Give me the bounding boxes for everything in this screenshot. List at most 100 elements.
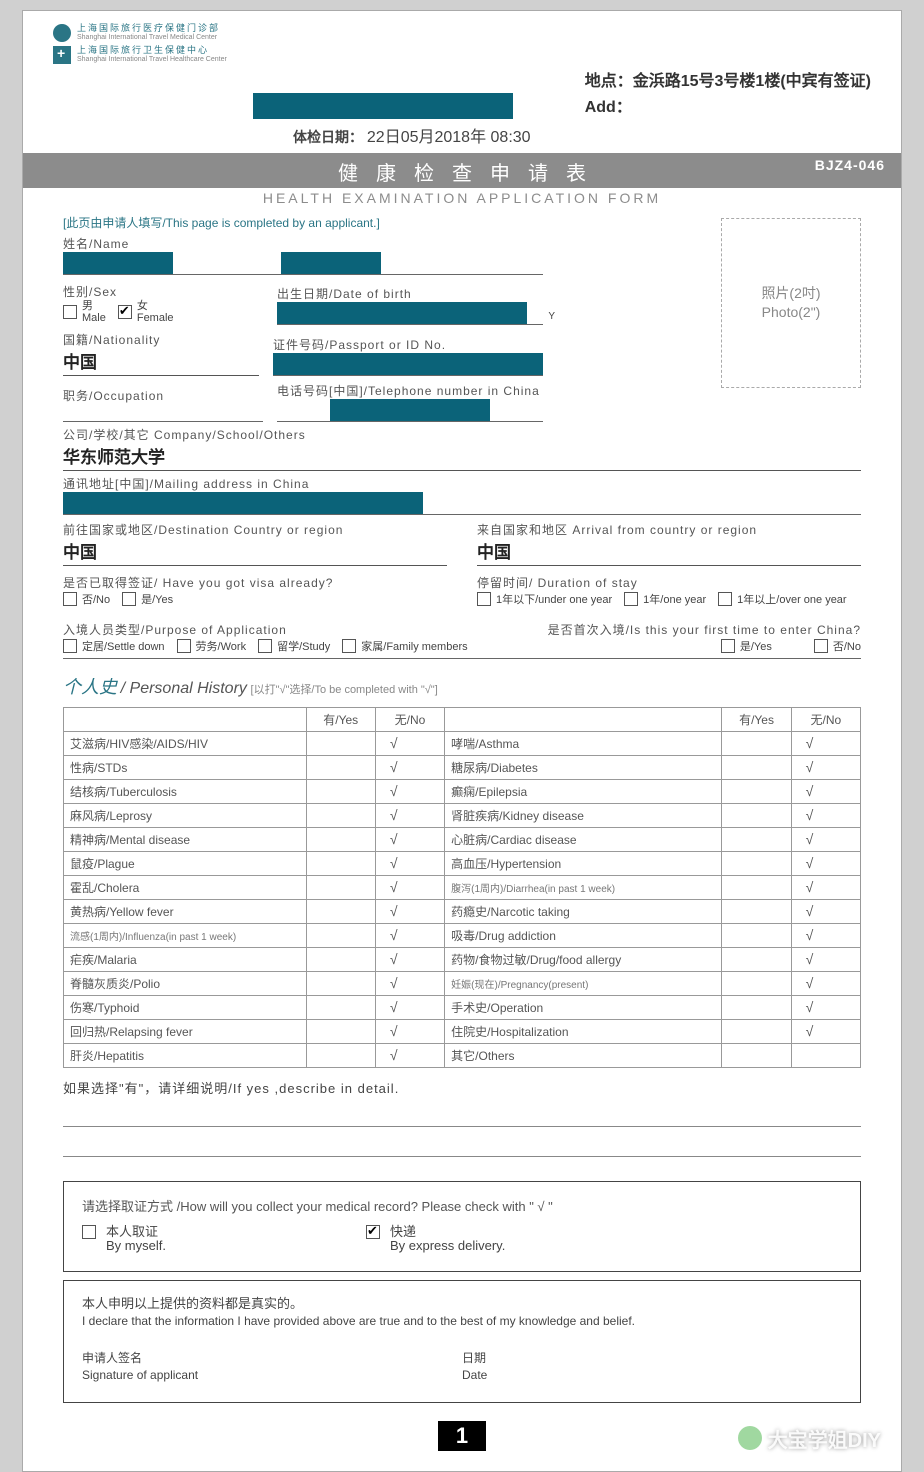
logo2-en: Shanghai International Travel Healthcare…	[77, 56, 227, 64]
dest-label: 前往国家或地区/Destination Country or region	[63, 521, 447, 538]
history-yes-left[interactable]	[306, 851, 375, 875]
history-row: 霍乱/Cholera√腹泻(1周内)/Diarrhea(in past 1 we…	[64, 875, 861, 899]
history-no-left[interactable]: √	[375, 731, 444, 755]
history-yes-right[interactable]	[722, 947, 791, 971]
dur3-checkbox[interactable]	[718, 592, 732, 606]
history-no-right[interactable]: √	[791, 923, 860, 947]
dob-field: Y	[277, 302, 543, 325]
history-yes-right[interactable]	[722, 923, 791, 947]
history-yes-left[interactable]	[306, 755, 375, 779]
history-row: 伤寒/Typhoid√手术史/Operation√	[64, 995, 861, 1019]
logo-block: 上海国际旅行医疗保健门诊部 Shanghai International Tra…	[23, 11, 901, 64]
history-no-left[interactable]: √	[375, 851, 444, 875]
history-no-left[interactable]: √	[375, 947, 444, 971]
history-no-right[interactable]: √	[791, 779, 860, 803]
history-yes-left[interactable]	[306, 1043, 375, 1067]
history-yes-left[interactable]	[306, 971, 375, 995]
add-label: Add：	[585, 93, 871, 117]
history-yes-left[interactable]	[306, 827, 375, 851]
history-yes-right[interactable]	[722, 851, 791, 875]
history-yes-right[interactable]	[722, 731, 791, 755]
history-item-right: 哮喘/Asthma	[445, 731, 722, 755]
history-no-left[interactable]: √	[375, 995, 444, 1019]
ft-no-checkbox[interactable]	[814, 639, 828, 653]
collect-self-checkbox[interactable]	[82, 1225, 96, 1239]
history-no-right[interactable]: √	[791, 995, 860, 1019]
history-yes-left[interactable]	[306, 899, 375, 923]
history-item-left: 回归热/Relapsing fever	[64, 1019, 307, 1043]
history-no-left[interactable]: √	[375, 755, 444, 779]
history-yes-right[interactable]	[722, 1019, 791, 1043]
p2-checkbox[interactable]	[177, 639, 191, 653]
history-yes-right[interactable]	[722, 995, 791, 1019]
collect-express-checkbox[interactable]	[366, 1225, 380, 1239]
history-yes-right[interactable]	[722, 803, 791, 827]
history-yes-right[interactable]	[722, 779, 791, 803]
history-yes-left[interactable]	[306, 1019, 375, 1043]
history-no-left[interactable]: √	[375, 899, 444, 923]
history-no-left[interactable]: √	[375, 1019, 444, 1043]
history-yes-left[interactable]	[306, 779, 375, 803]
h-no-2: 无/No	[791, 707, 860, 731]
history-no-right[interactable]	[791, 1043, 860, 1067]
p1-checkbox[interactable]	[63, 639, 77, 653]
location-value: 金浜路15号3号楼1楼(中宾有签证)	[633, 73, 871, 90]
dur1-label: 1年以下/under one year	[496, 591, 612, 607]
declare-box: 本人申明以上提供的资料都是真实的。 I declare that the inf…	[63, 1280, 861, 1403]
ft-yes-label: 是/Yes	[740, 638, 772, 654]
history-no-right[interactable]: √	[791, 1019, 860, 1043]
history-no-left[interactable]: √	[375, 803, 444, 827]
history-yes-right[interactable]	[722, 875, 791, 899]
history-row: 肝炎/Hepatitis√其它/Others	[64, 1043, 861, 1067]
history-no-left[interactable]: √	[375, 923, 444, 947]
history-no-right[interactable]: √	[791, 851, 860, 875]
passport-label: 证件号码/Passport or ID No.	[273, 336, 543, 353]
history-yes-right[interactable]	[722, 1043, 791, 1067]
history-yes-left[interactable]	[306, 875, 375, 899]
history-no-left[interactable]: √	[375, 971, 444, 995]
history-no-right[interactable]: √	[791, 755, 860, 779]
occupation-field	[63, 404, 263, 422]
history-item-right: 其它/Others	[445, 1043, 722, 1067]
history-yes-left[interactable]	[306, 995, 375, 1019]
history-yes-left[interactable]	[306, 947, 375, 971]
history-item-right: 住院史/Hospitalization	[445, 1019, 722, 1043]
history-yes-right[interactable]	[722, 971, 791, 995]
history-row: 结核病/Tuberculosis√癫痫/Epilepsia√	[64, 779, 861, 803]
female-checkbox[interactable]	[118, 305, 132, 319]
history-yes-left[interactable]	[306, 803, 375, 827]
history-no-right[interactable]: √	[791, 971, 860, 995]
history-yes-left[interactable]	[306, 923, 375, 947]
tel-redact	[330, 399, 490, 421]
form-page: 上海国际旅行医疗保健门诊部 Shanghai International Tra…	[22, 10, 902, 1472]
history-no-right[interactable]: √	[791, 875, 860, 899]
history-yes-right[interactable]	[722, 755, 791, 779]
photo-box: 照片(2吋) Photo(2")	[721, 218, 861, 388]
male-checkbox[interactable]	[63, 305, 77, 319]
visa-no-checkbox[interactable]	[63, 592, 77, 606]
history-no-right[interactable]: √	[791, 827, 860, 851]
history-no-right[interactable]: √	[791, 947, 860, 971]
history-yes-left[interactable]	[306, 731, 375, 755]
history-row: 精神病/Mental disease√心脏病/Cardiac disease√	[64, 827, 861, 851]
history-yes-right[interactable]	[722, 899, 791, 923]
visa-yes-checkbox[interactable]	[122, 592, 136, 606]
history-no-left[interactable]: √	[375, 779, 444, 803]
history-no-left[interactable]: √	[375, 1043, 444, 1067]
dur2-checkbox[interactable]	[624, 592, 638, 606]
p4-checkbox[interactable]	[342, 639, 356, 653]
history-no-left[interactable]: √	[375, 827, 444, 851]
detail-line-1	[63, 1105, 861, 1127]
p3-checkbox[interactable]	[258, 639, 272, 653]
dur1-checkbox[interactable]	[477, 592, 491, 606]
history-yes-right[interactable]	[722, 827, 791, 851]
history-no-right[interactable]: √	[791, 899, 860, 923]
history-no-left[interactable]: √	[375, 875, 444, 899]
h-yes-2: 有/Yes	[722, 707, 791, 731]
history-item-right: 药物/食物过敏/Drug/food allergy	[445, 947, 722, 971]
history-item-left: 鼠疫/Plague	[64, 851, 307, 875]
history-no-right[interactable]: √	[791, 803, 860, 827]
ft-yes-checkbox[interactable]	[721, 639, 735, 653]
logo-icon-2	[53, 46, 71, 64]
history-no-right[interactable]: √	[791, 731, 860, 755]
